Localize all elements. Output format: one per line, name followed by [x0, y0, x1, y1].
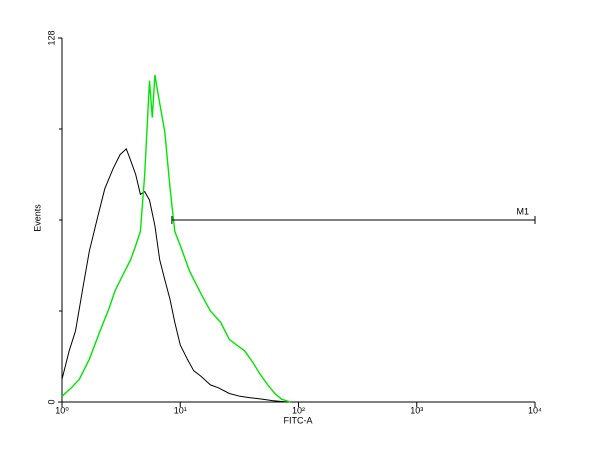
y-tick-label: 0 — [46, 399, 56, 404]
x-axis-label: FITC-A — [284, 415, 313, 425]
y-tick-label: 128 — [46, 30, 56, 45]
histogram-line — [61, 148, 288, 403]
x-tick-label: 10⁰ — [55, 405, 69, 415]
x-tick-label: 10¹ — [174, 405, 187, 415]
y-axis-label: Events — [32, 204, 42, 232]
marker-label: M1 — [516, 206, 529, 216]
histogram-line — [61, 74, 291, 403]
x-tick-label: 10³ — [410, 405, 423, 415]
x-tick-label: 10² — [292, 405, 305, 415]
x-tick-label: 10⁴ — [528, 405, 542, 415]
